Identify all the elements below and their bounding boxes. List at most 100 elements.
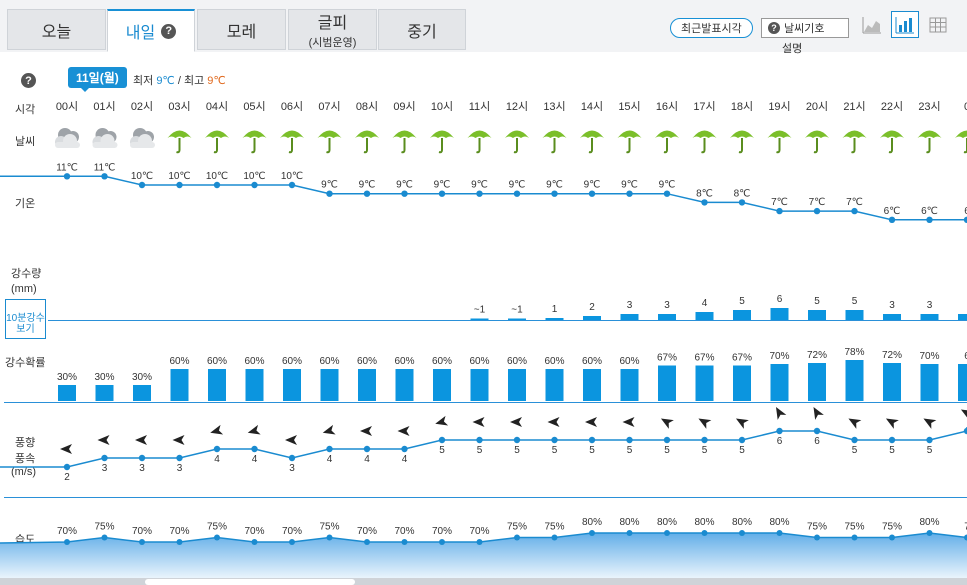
temp-label: 10℃ bbox=[168, 171, 190, 182]
humidity-label: 80% bbox=[619, 517, 639, 528]
hour-label: 19시 bbox=[768, 101, 790, 113]
wind-speed-label: 3 bbox=[102, 463, 108, 474]
hour-label: 0 bbox=[964, 101, 967, 113]
prob-bar bbox=[658, 365, 676, 401]
wind-arrow-icon bbox=[135, 435, 147, 445]
humidity-label: 75% bbox=[544, 522, 564, 533]
wind-speed-label: 5 bbox=[927, 445, 933, 456]
rain-umbrella-icon bbox=[580, 130, 604, 154]
symbol-caption: 설명 bbox=[782, 43, 803, 55]
precip-bar bbox=[920, 314, 939, 320]
humidity-point bbox=[964, 534, 967, 541]
prob-label: 67% bbox=[732, 353, 752, 364]
temp-point bbox=[326, 190, 333, 197]
tab-three-days[interactable]: 글피 (시범운영) bbox=[288, 9, 377, 50]
temp-point bbox=[438, 190, 446, 197]
tab-midterm[interactable]: 중기 bbox=[378, 9, 466, 50]
hour-label: 04시 bbox=[206, 101, 228, 113]
temp-label: 7℃ bbox=[846, 197, 863, 208]
rain-umbrella-icon bbox=[467, 130, 492, 154]
horizontal-scrollbar[interactable] bbox=[0, 578, 967, 585]
wind-point bbox=[401, 445, 408, 453]
area-chart-icon[interactable] bbox=[858, 11, 886, 38]
tab-today[interactable]: 오늘 bbox=[7, 9, 106, 50]
wind-point bbox=[588, 436, 596, 444]
temp-point bbox=[63, 173, 71, 180]
precip-bar bbox=[733, 310, 751, 320]
weather-symbol-label: 날씨기호 bbox=[784, 23, 825, 35]
ten-minute-precip-button[interactable]: 10분강수 보기 bbox=[5, 299, 46, 339]
bar-chart-icon[interactable] bbox=[891, 11, 919, 38]
tab-label: 글피 bbox=[317, 15, 348, 32]
rain-umbrella-icon bbox=[392, 130, 417, 154]
precip-bar bbox=[583, 316, 601, 320]
temp-label: 9℃ bbox=[396, 180, 413, 191]
wind-point bbox=[63, 463, 71, 471]
prob-bar bbox=[208, 369, 226, 401]
precip-label: 1 bbox=[552, 304, 558, 315]
help-icon[interactable]: ? bbox=[161, 23, 177, 39]
humidity-label: 75% bbox=[319, 522, 339, 533]
section-divider bbox=[4, 497, 967, 498]
wind-speed-label: 3 bbox=[177, 463, 183, 474]
scrollbar-thumb[interactable] bbox=[145, 579, 355, 585]
max-temp: 9℃ bbox=[207, 75, 226, 87]
cloudy-icon bbox=[130, 128, 155, 148]
hour-label: 08시 bbox=[356, 101, 378, 113]
wind-speed-label: 5 bbox=[889, 445, 895, 456]
temp-point bbox=[926, 216, 933, 223]
prob-label: 60% bbox=[544, 356, 564, 367]
precip-label: 3 bbox=[664, 300, 670, 311]
prob-label: 60% bbox=[319, 356, 339, 367]
weather-symbol-button[interactable]: ? 날씨기호 bbox=[761, 18, 849, 38]
hour-label: 02시 bbox=[131, 101, 153, 113]
wind-point bbox=[663, 436, 671, 444]
prob-bar bbox=[545, 369, 564, 401]
humidity-label: 70% bbox=[132, 526, 152, 537]
rain-umbrella-icon bbox=[355, 130, 379, 154]
wind-point bbox=[701, 436, 708, 444]
wind-arrow-icon bbox=[397, 426, 410, 436]
latest-announcement-button[interactable]: 최근발표시각 bbox=[670, 18, 753, 38]
tab-day-after[interactable]: 모레 bbox=[197, 9, 286, 50]
humidity-point bbox=[926, 530, 933, 536]
help-icon[interactable]: ? bbox=[21, 73, 36, 88]
prob-bar bbox=[583, 369, 601, 401]
prob-bar bbox=[433, 369, 451, 401]
humidity-label: 75% bbox=[882, 522, 902, 533]
row-label-time: 시각 bbox=[15, 104, 36, 116]
prob-bar bbox=[620, 369, 639, 401]
latest-announcement-label: 최근발표시각 bbox=[681, 23, 742, 35]
temp-label: 11℃ bbox=[56, 162, 78, 173]
hour-label: 23시 bbox=[918, 101, 940, 113]
hour-label: 00시 bbox=[56, 101, 78, 113]
prob-bar bbox=[958, 364, 967, 401]
row-label-precip-unit: (mm) bbox=[11, 283, 37, 295]
precip-bar bbox=[470, 318, 489, 320]
temp-point bbox=[963, 216, 967, 223]
temp-point bbox=[888, 216, 896, 223]
hour-label: 20시 bbox=[806, 101, 828, 113]
row-label-wind-speed: 풍속 bbox=[15, 453, 36, 465]
wind-speed-label: 5 bbox=[589, 445, 595, 456]
tab-label: 내일 bbox=[125, 25, 156, 42]
rain-umbrella-icon bbox=[542, 130, 567, 154]
prob-label: 72% bbox=[807, 350, 827, 361]
tab-tomorrow[interactable]: 내일 ? bbox=[107, 9, 195, 52]
humidity-point bbox=[214, 534, 220, 541]
humidity-point bbox=[476, 539, 483, 545]
temp-point bbox=[401, 190, 408, 197]
tab-label: 모레 bbox=[226, 23, 257, 41]
tab-bar: 오늘 내일 ? 모레 글피 (시범운영) 중기 최근발표시각 ? 날씨기호 설명 bbox=[0, 0, 967, 55]
wind-speed-label: 6 bbox=[777, 436, 783, 447]
temp-point bbox=[588, 190, 596, 197]
table-grid-icon[interactable] bbox=[924, 11, 952, 38]
hour-label: 15시 bbox=[618, 101, 640, 113]
prob-label: 67% bbox=[694, 353, 714, 364]
wind-arrow-icon bbox=[472, 417, 485, 427]
wind-speed-label: 3 bbox=[139, 463, 145, 474]
humidity-label: 80% bbox=[919, 517, 939, 528]
prob-label: 6 bbox=[964, 351, 967, 362]
cloudy-icon bbox=[92, 128, 118, 148]
wind-speed-label: 6 bbox=[814, 436, 820, 447]
